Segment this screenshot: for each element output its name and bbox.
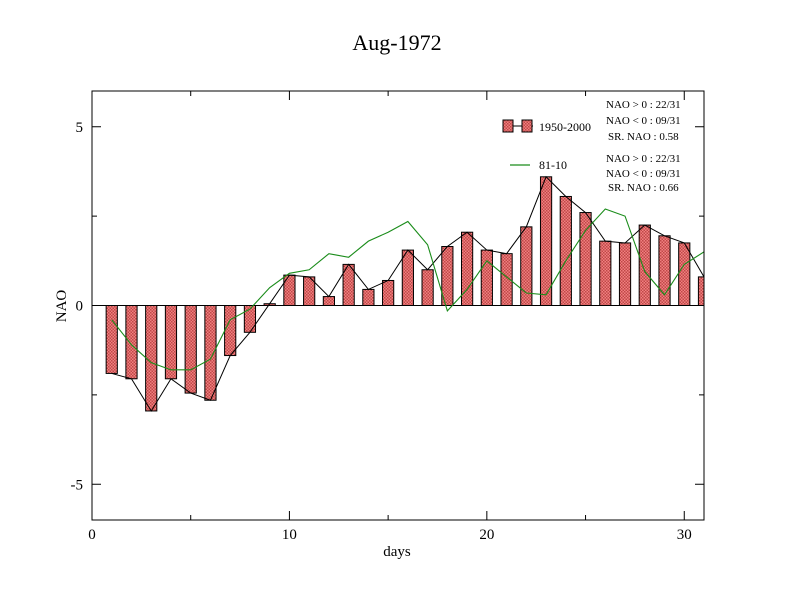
bar-connector-line (111, 175, 704, 412)
line-stat-positive: NAO > 0 : 22/31 (606, 153, 681, 165)
bar-day-3 (145, 305, 158, 412)
bar-day-23 (539, 176, 553, 306)
x-tick-label-30: 30 (677, 527, 692, 543)
x-tick-label-0: 0 (88, 527, 96, 543)
y-tick-label--5: -5 (71, 477, 84, 493)
plot-area: 0 10 20 30 -5 0 5 (71, 90, 705, 543)
bar-day-27 (618, 242, 632, 306)
bar-day-4 (164, 305, 178, 380)
legend: 1950-2000 81-10 NAO > 0 : 22/31 NAO < 0 … (502, 99, 681, 194)
x-axis-label: days (383, 544, 411, 560)
y-axis-label: NAO (54, 290, 70, 323)
bar-day-5 (184, 305, 197, 394)
bar-day-1 (105, 305, 118, 374)
plot-data (92, 175, 704, 412)
bar-day-17 (421, 269, 434, 306)
bar-stat-sr: SR. NAO : 0.58 (608, 131, 679, 143)
bar-day-19 (460, 231, 474, 306)
legend-bar-swatch-right (521, 119, 533, 133)
bar-day-20 (480, 249, 493, 306)
x-tick-label-20: 20 (479, 527, 494, 543)
bar-day-16 (401, 249, 414, 306)
series-line-81-10 (111, 208, 704, 371)
bar-stat-negative: NAO < 0 : 09/31 (606, 115, 681, 127)
y-tick-label-0: 0 (76, 299, 84, 315)
legend-bar-label: 1950-2000 (539, 120, 591, 134)
bar-day-10 (283, 274, 296, 306)
bar-stat-positive: NAO > 0 : 22/31 (606, 99, 681, 111)
bar-day-28 (638, 224, 651, 306)
bar-day-24 (559, 195, 572, 306)
bar-day-31 (697, 276, 704, 306)
line-stat-sr: SR. NAO : 0.66 (608, 182, 679, 194)
y-tick-label-5: 5 (76, 120, 84, 136)
bar-day-2 (125, 305, 138, 380)
legend-bar-swatch-left (502, 119, 514, 133)
bar-day-26 (599, 240, 612, 306)
bar-day-6 (204, 305, 217, 401)
bar-day-12 (322, 296, 336, 306)
chart-title: Aug-1972 (352, 30, 441, 55)
bar-day-14 (362, 288, 375, 307)
bar-day-30 (678, 242, 691, 306)
legend-line-label: 81-10 (539, 158, 567, 172)
bar-day-15 (382, 279, 395, 307)
line-stat-negative: NAO < 0 : 09/31 (606, 168, 681, 180)
x-tick-label-10: 10 (282, 527, 297, 543)
bar-day-7 (224, 305, 237, 357)
